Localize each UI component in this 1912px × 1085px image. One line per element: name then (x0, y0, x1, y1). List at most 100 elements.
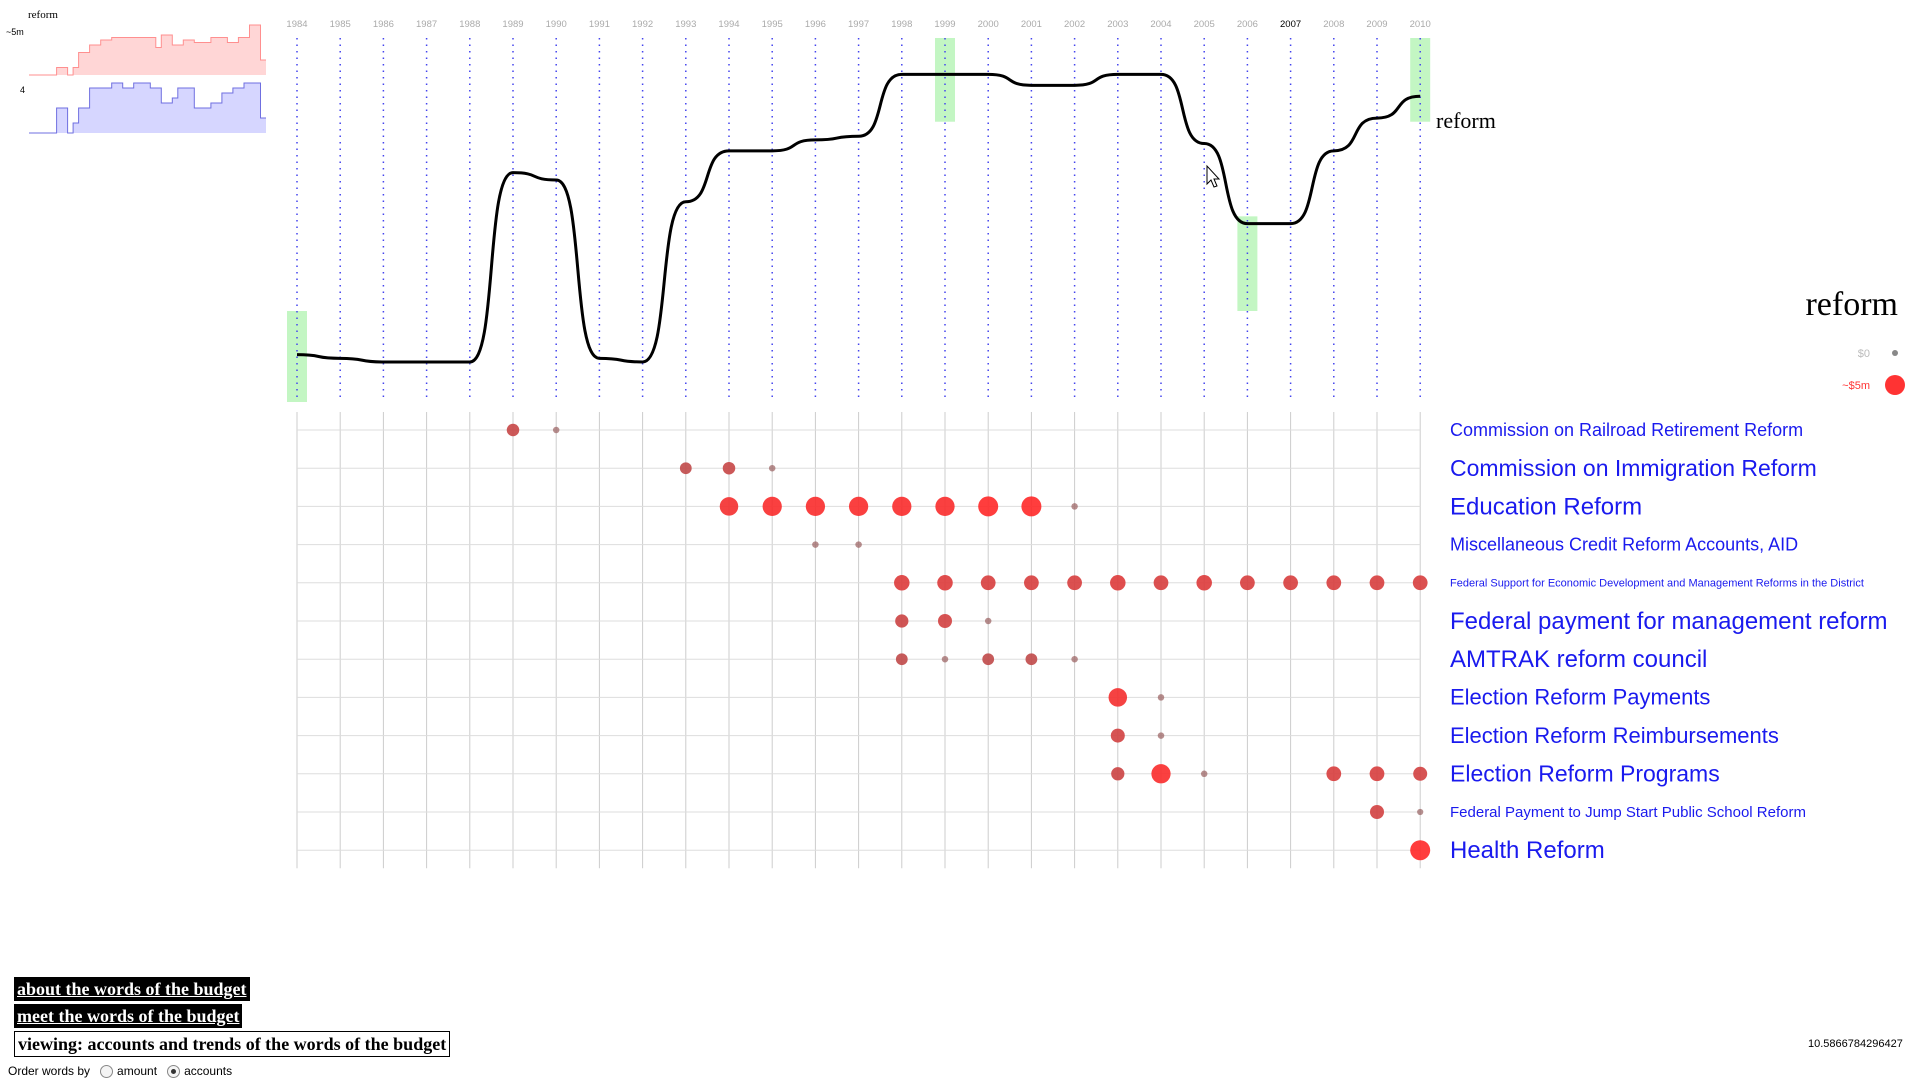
year-label-2006[interactable]: 2006 (1237, 19, 1258, 30)
account-dot[interactable] (1369, 575, 1385, 591)
account-dot[interactable] (506, 423, 520, 437)
year-label-1998[interactable]: 1998 (891, 19, 912, 30)
account-dot[interactable] (1071, 655, 1078, 663)
account-dot[interactable] (1157, 694, 1165, 701)
order-accounts-radio[interactable] (167, 1064, 181, 1078)
account-dot[interactable] (935, 496, 955, 517)
account-dot[interactable] (937, 575, 953, 591)
year-label-1997[interactable]: 1997 (848, 19, 869, 30)
trend-line (296, 72, 1421, 364)
year-label-1992[interactable]: 1992 (632, 19, 653, 30)
account-dot[interactable] (980, 575, 996, 591)
account-dot[interactable] (1240, 575, 1255, 591)
account-dot[interactable] (768, 464, 776, 472)
year-label-1996[interactable]: 1996 (805, 19, 826, 30)
order-amount-radio[interactable] (100, 1064, 114, 1078)
account-dot[interactable] (1153, 575, 1169, 591)
year-axis[interactable]: 1984 1985 1986 1987 1988 1989 1990 1991 1992 1993… (286, 19, 1430, 30)
account-dot[interactable] (812, 541, 819, 548)
account-dot[interactable] (1196, 575, 1212, 591)
account-dot[interactable] (805, 496, 826, 517)
account-dot[interactable] (978, 496, 999, 517)
account-dot[interactable] (1111, 767, 1125, 781)
account-dot[interactable] (1283, 575, 1298, 591)
year-label-1993[interactable]: 1993 (675, 19, 696, 30)
account-dot[interactable] (1108, 688, 1128, 707)
year-label-1994[interactable]: 1994 (718, 19, 739, 30)
account-dot[interactable] (1021, 496, 1042, 517)
account-dot[interactable] (1151, 764, 1171, 784)
account-dot[interactable] (941, 655, 949, 663)
year-label-1989[interactable]: 1989 (502, 19, 523, 30)
year-label-2001[interactable]: 2001 (1021, 19, 1042, 30)
year-label-1986[interactable]: 1986 (373, 19, 394, 30)
account-dot[interactable] (1071, 503, 1078, 510)
year-label-2002[interactable]: 2002 (1064, 19, 1085, 30)
account-dot[interactable] (1412, 575, 1428, 591)
year-label-2007[interactable]: 2007 (1280, 19, 1301, 30)
account-label[interactable]: Election Reform Payments (1450, 685, 1710, 710)
year-label-1995[interactable]: 1995 (762, 19, 783, 30)
account-dot[interactable] (1110, 728, 1125, 743)
legend-max-label: ~$5m (1842, 380, 1870, 392)
year-label-2008[interactable]: 2008 (1323, 19, 1344, 30)
account-dot[interactable] (552, 426, 560, 434)
account-dot[interactable] (984, 617, 992, 625)
account-dot[interactable] (1413, 766, 1428, 781)
account-dot[interactable] (722, 461, 736, 475)
account-dot[interactable] (1024, 575, 1039, 591)
account-label[interactable]: Health Reform (1450, 837, 1605, 864)
year-label-1991[interactable]: 1991 (589, 19, 610, 30)
account-label[interactable]: Federal payment for management reform (1450, 608, 1888, 635)
account-labels: Commission on Railroad Retirement Reform… (1450, 420, 1888, 864)
account-label[interactable]: Commission on Railroad Retirement Reform (1450, 420, 1803, 440)
account-dot[interactable] (719, 497, 739, 516)
account-dot[interactable] (895, 614, 909, 628)
account-dot[interactable] (1326, 575, 1342, 591)
about-link[interactable]: about the words of the budget (14, 977, 250, 1001)
year-label-1990[interactable]: 1990 (546, 19, 567, 30)
year-label-1999[interactable]: 1999 (934, 19, 955, 30)
year-label-2010[interactable]: 2010 (1410, 19, 1431, 30)
account-dot[interactable] (1417, 808, 1424, 816)
year-label-2004[interactable]: 2004 (1150, 19, 1171, 30)
account-dot[interactable] (679, 462, 692, 475)
account-label[interactable]: Education Reform (1450, 493, 1642, 520)
account-dot[interactable] (1369, 766, 1385, 782)
account-label[interactable]: AMTRAK reform council (1450, 646, 1707, 673)
account-dot[interactable] (982, 653, 995, 666)
meet-link[interactable]: meet the words of the budget (14, 1004, 243, 1028)
year-label-1987[interactable]: 1987 (416, 19, 437, 30)
spark-count-line (29, 82, 266, 134)
account-dot[interactable] (1370, 805, 1384, 819)
year-label-1988[interactable]: 1988 (459, 19, 480, 30)
account-label[interactable]: Election Reform Programs (1450, 760, 1720, 786)
account-dot[interactable] (1157, 732, 1165, 739)
account-label[interactable]: Commission on Immigration Reform (1450, 455, 1817, 481)
account-dot[interactable] (892, 496, 912, 517)
account-dot[interactable] (1025, 653, 1038, 666)
account-dot[interactable] (895, 653, 908, 666)
year-label-2009[interactable]: 2009 (1366, 19, 1387, 30)
account-label[interactable]: Federal Payment to Jump Start Public Sch… (1450, 804, 1806, 821)
account-dot[interactable] (938, 614, 952, 628)
year-label-2000[interactable]: 2000 (978, 19, 999, 30)
order-label: Order words by (8, 1064, 91, 1078)
size-legend: reform $0 ~$5m (1805, 286, 1905, 395)
account-label[interactable]: Election Reform Reimbursements (1450, 723, 1779, 748)
account-dot[interactable] (1326, 766, 1342, 782)
year-label-1984[interactable]: 1984 (286, 19, 307, 30)
year-label-2005[interactable]: 2005 (1194, 19, 1215, 30)
account-dot[interactable] (855, 541, 862, 548)
account-dot[interactable] (848, 496, 869, 517)
account-dot[interactable] (894, 575, 910, 591)
account-label[interactable]: Federal Support for Economic Development… (1450, 577, 1864, 589)
year-label-1985[interactable]: 1985 (330, 19, 351, 30)
year-label-2003[interactable]: 2003 (1107, 19, 1128, 30)
account-dot[interactable] (1200, 770, 1208, 778)
account-dot[interactable] (1410, 840, 1431, 861)
account-label[interactable]: Miscellaneous Credit Reform Accounts, AI… (1450, 535, 1798, 555)
account-dot[interactable] (1110, 575, 1126, 591)
account-dot[interactable] (1067, 575, 1082, 591)
account-dot[interactable] (762, 496, 782, 517)
